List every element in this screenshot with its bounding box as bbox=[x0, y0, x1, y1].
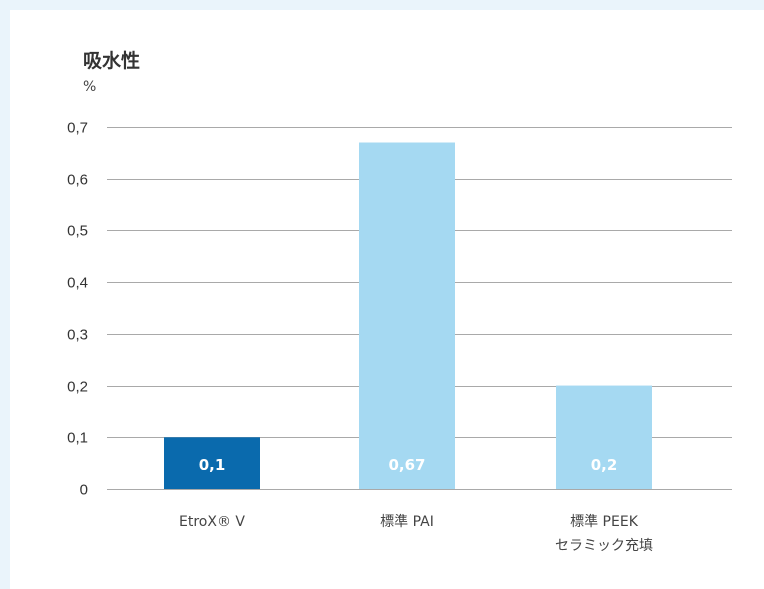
category-label: セラミック充填 bbox=[555, 538, 653, 554]
chart-title: 吸水性 bbox=[83, 50, 141, 72]
y-tick-label: 0,7 bbox=[67, 120, 88, 137]
bars bbox=[164, 142, 652, 489]
bar bbox=[556, 385, 652, 489]
y-tick-label: 0,6 bbox=[67, 172, 88, 189]
bar-value-label: 0,2 bbox=[591, 456, 618, 474]
category-label: 標準 PEEK bbox=[570, 514, 639, 530]
y-tick-label: 0,3 bbox=[67, 327, 88, 344]
category-label: 標準 PAI bbox=[380, 514, 434, 530]
y-tick-label: 0,2 bbox=[67, 379, 88, 396]
x-axis-categories: EtroX® V 標準 PAI 標準 PEEK セラミック充填 bbox=[179, 514, 653, 554]
y-axis-unit: % bbox=[83, 79, 97, 95]
bar bbox=[164, 437, 260, 489]
y-tick-label: 0,5 bbox=[67, 223, 88, 240]
y-tick-label: 0,1 bbox=[67, 430, 88, 447]
bar-value-label: 0,67 bbox=[388, 456, 425, 474]
bar bbox=[359, 142, 455, 489]
bar-value-label: 0,1 bbox=[199, 456, 226, 474]
y-tick-label: 0,4 bbox=[67, 275, 88, 292]
y-axis-ticks: 0 0,1 0,2 0,3 0,4 0,5 0,6 0,7 bbox=[67, 120, 88, 499]
data-labels: 0,1 0,67 0,2 bbox=[199, 456, 618, 474]
y-tick-label: 0 bbox=[80, 482, 88, 499]
category-label: EtroX® V bbox=[179, 514, 245, 530]
